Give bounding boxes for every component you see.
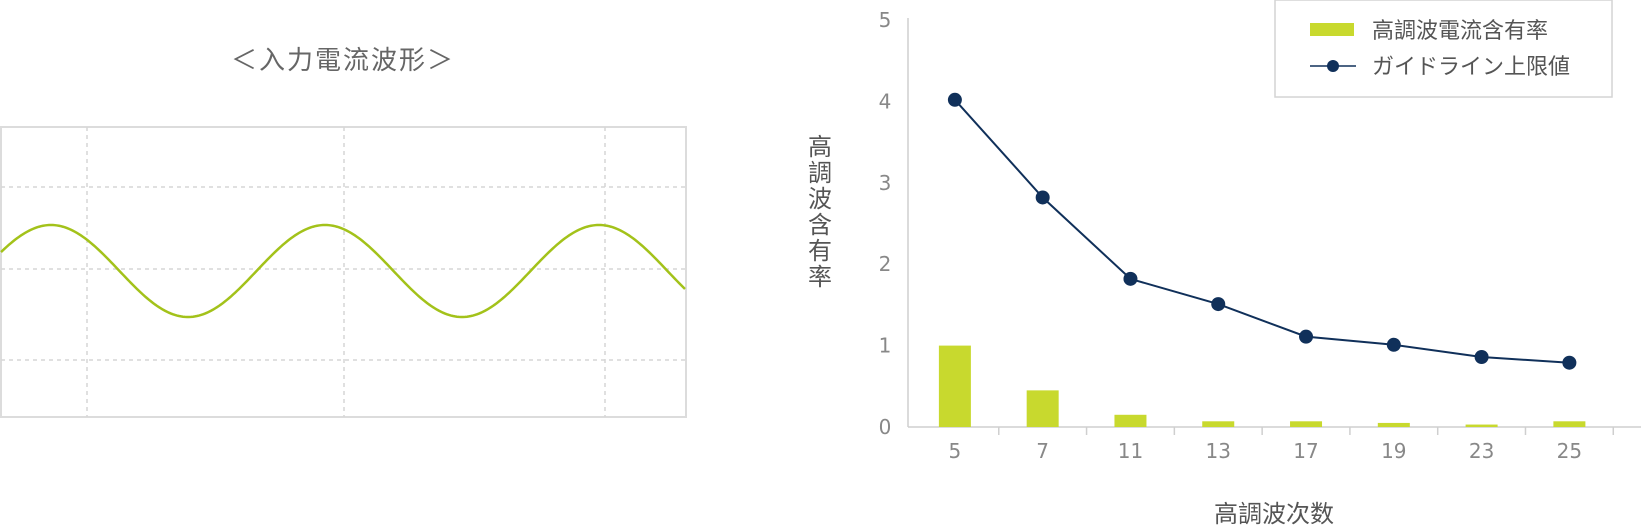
y-tick-label-1: 1 xyxy=(879,334,892,358)
x-axis-ticks: 5 7 11 13 17 19 23 25 xyxy=(949,427,1615,463)
y-tick-label-5: 5 xyxy=(879,8,892,32)
x-tick-label-1: 7 xyxy=(1036,439,1049,463)
waveform-panel xyxy=(0,126,687,418)
guideline-point-13 xyxy=(1211,297,1226,312)
y-axis-ticks: 0 1 2 3 4 5 xyxy=(879,8,892,439)
legend: 高調波電流含有率 ガイドライン上限値 xyxy=(1274,0,1613,98)
y-tick-label-0: 0 xyxy=(879,415,892,439)
x-tick-label-4: 17 xyxy=(1293,439,1318,463)
legend-line-label: ガイドライン上限値 xyxy=(1372,55,1570,80)
bar-5 xyxy=(938,345,971,427)
y-tick-label-4: 4 xyxy=(879,89,892,113)
legend-bar-label: 高調波電流含有率 xyxy=(1372,19,1548,44)
guideline-point-23 xyxy=(1474,349,1489,364)
bar-7 xyxy=(1026,390,1059,427)
x-tick-label-3: 13 xyxy=(1206,439,1231,463)
guideline-line xyxy=(954,99,1570,364)
guideline-point-17 xyxy=(1299,329,1314,344)
bar-13 xyxy=(1202,421,1235,427)
guideline-points xyxy=(947,92,1577,370)
input-current-waveform xyxy=(0,223,686,319)
guideline-point-25 xyxy=(1562,355,1577,370)
guideline-point-19 xyxy=(1386,337,1401,352)
wave-panel-title: ＜入力電流波形＞ xyxy=(230,46,455,76)
bar-25 xyxy=(1553,421,1586,427)
bar-19 xyxy=(1377,422,1410,427)
legend-box xyxy=(1274,0,1613,98)
legend-line-marker xyxy=(1327,60,1339,72)
y-tick-label-2: 2 xyxy=(879,252,892,276)
legend-bar-swatch xyxy=(1310,23,1354,36)
guideline-point-7 xyxy=(1035,190,1050,205)
x-axis-title: 高調波次数 xyxy=(1214,500,1334,528)
guideline-point-5 xyxy=(947,92,962,107)
y-axis-title: 高調波含有率 xyxy=(808,133,832,291)
x-tick-label-0: 5 xyxy=(949,439,962,463)
waveform-grid xyxy=(1,127,686,417)
x-tick-label-7: 25 xyxy=(1557,439,1582,463)
x-tick-label-5: 19 xyxy=(1381,439,1406,463)
bar-11 xyxy=(1114,414,1147,427)
x-tick-label-2: 11 xyxy=(1118,439,1143,463)
x-tick-label-6: 23 xyxy=(1469,439,1494,463)
y-tick-label-3: 3 xyxy=(879,171,892,195)
bar-17 xyxy=(1290,421,1323,427)
guideline-point-11 xyxy=(1123,271,1138,286)
bar-series xyxy=(938,345,1586,427)
bar-23 xyxy=(1465,424,1498,427)
